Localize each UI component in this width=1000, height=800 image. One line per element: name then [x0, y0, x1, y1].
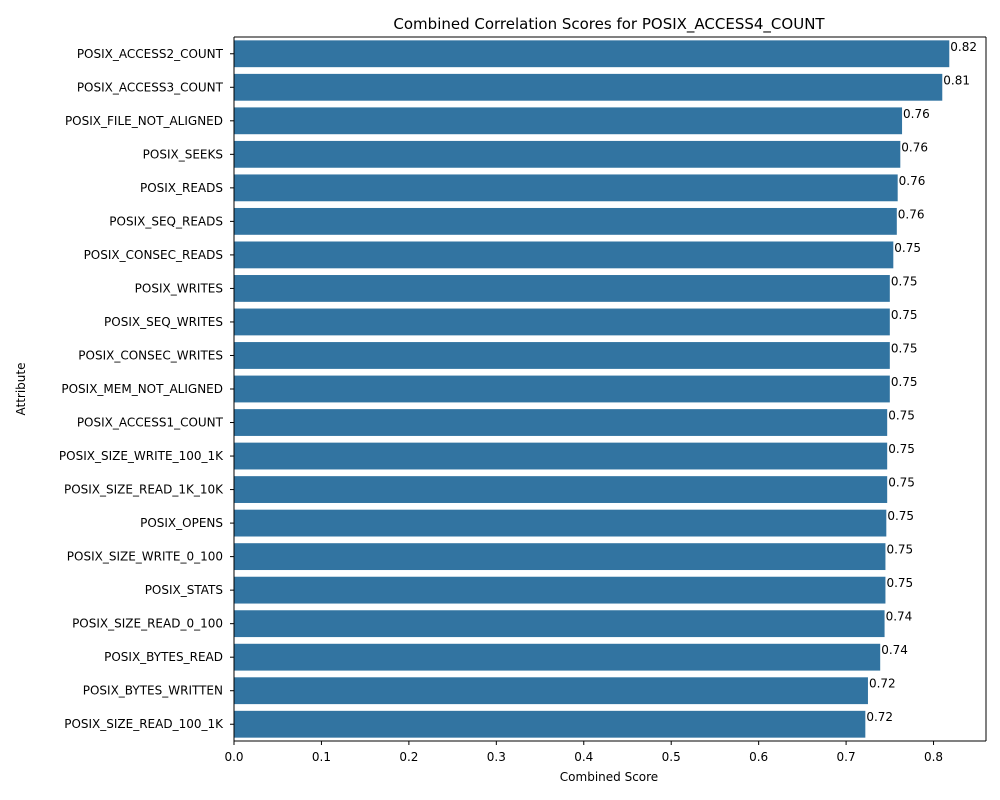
category-label: POSIX_BYTES_WRITTEN — [83, 684, 223, 698]
bar — [234, 643, 881, 671]
data-label: 0.81 — [943, 73, 970, 87]
bars-group — [234, 40, 950, 738]
category-label: POSIX_SEEKS — [143, 147, 223, 161]
category-label: POSIX_ACCESS1_COUNT — [77, 416, 224, 430]
data-label: 0.75 — [891, 308, 918, 322]
data-label: 0.75 — [891, 375, 918, 389]
data-label: 0.75 — [888, 476, 915, 490]
y-axis-label: Attribute — [14, 363, 28, 416]
data-labels: 0.82 0.81 0.76 0.76 0.76 0.76 0.75 0.75 0.75 0.75… — [866, 40, 977, 724]
category-label: POSIX_SEQ_READS — [109, 214, 223, 228]
chart-title: Combined Correlation Scores for POSIX_AC… — [393, 15, 825, 34]
data-label: 0.76 — [899, 174, 926, 188]
bar — [234, 375, 890, 403]
data-label: 0.75 — [886, 543, 913, 557]
bar — [234, 40, 950, 68]
data-label: 0.75 — [894, 241, 921, 255]
bar — [234, 409, 888, 436]
data-label: 0.75 — [886, 576, 913, 590]
category-label: POSIX_SIZE_WRITE_100_1K — [59, 449, 224, 463]
bar — [234, 710, 866, 738]
data-label: 0.72 — [869, 677, 896, 691]
x-tick-label: 0.0 — [224, 750, 243, 764]
data-label: 0.76 — [898, 207, 925, 221]
category-label: POSIX_CONSEC_WRITES — [78, 348, 223, 362]
bar — [234, 677, 868, 705]
category-label: POSIX_SIZE_WRITE_0_100 — [67, 550, 223, 564]
data-label: 0.75 — [891, 274, 918, 288]
bar — [234, 576, 886, 604]
data-label: 0.75 — [888, 442, 915, 456]
x-tick-label: 0.8 — [924, 750, 943, 764]
x-axis-ticks: 0.0 0.1 0.2 0.3 0.4 0.5 0.6 0.7 0.8 — [224, 741, 943, 764]
category-label: POSIX_MEM_NOT_ALIGNED — [61, 382, 223, 396]
bar — [234, 308, 890, 336]
x-tick-label: 0.5 — [662, 750, 681, 764]
category-label: POSIX_SIZE_READ_0_100 — [72, 617, 223, 631]
data-label: 0.76 — [903, 107, 930, 121]
x-tick-label: 0.7 — [837, 750, 856, 764]
category-label: POSIX_OPENS — [140, 516, 223, 530]
category-label: POSIX_CONSEC_READS — [84, 248, 223, 262]
bar — [234, 107, 903, 135]
category-label: POSIX_STATS — [145, 583, 223, 597]
category-label: POSIX_FILE_NOT_ALIGNED — [65, 114, 223, 128]
category-label: POSIX_BYTES_READ — [104, 650, 223, 664]
x-tick-label: 0.1 — [312, 750, 331, 764]
bar — [234, 275, 890, 302]
bar — [234, 442, 888, 470]
category-label: POSIX_SEQ_WRITES — [104, 315, 223, 329]
category-label: POSIX_SIZE_READ_100_1K — [64, 717, 224, 731]
bar — [234, 207, 897, 235]
bar — [234, 509, 887, 537]
bar — [234, 140, 901, 168]
data-label: 0.74 — [881, 643, 908, 657]
bar — [234, 342, 890, 369]
x-tick-label: 0.3 — [487, 750, 506, 764]
x-tick-label: 0.6 — [749, 750, 768, 764]
data-label: 0.75 — [888, 409, 915, 423]
data-label: 0.76 — [901, 140, 928, 154]
data-label: 0.75 — [887, 509, 914, 523]
data-label: 0.75 — [891, 341, 918, 355]
x-axis-label: Combined Score — [560, 770, 658, 784]
bar — [234, 241, 894, 269]
category-label: POSIX_WRITES — [135, 281, 223, 295]
x-tick-label: 0.2 — [399, 750, 418, 764]
category-label: POSIX_ACCESS2_COUNT — [77, 47, 224, 61]
bar — [234, 610, 885, 638]
category-labels: POSIX_ACCESS2_COUNT POSIX_ACCESS3_COUNT PO… — [59, 47, 234, 731]
bar — [234, 476, 888, 503]
bar — [234, 73, 943, 101]
bar — [234, 174, 898, 202]
data-label: 0.72 — [866, 710, 893, 724]
x-tick-label: 0.4 — [574, 750, 593, 764]
category-label: POSIX_SIZE_READ_1K_10K — [64, 483, 224, 497]
data-label: 0.82 — [950, 40, 977, 54]
data-label: 0.74 — [886, 610, 913, 624]
category-label: POSIX_ACCESS3_COUNT — [77, 80, 224, 94]
category-label: POSIX_READS — [140, 181, 223, 195]
bar — [234, 543, 886, 571]
